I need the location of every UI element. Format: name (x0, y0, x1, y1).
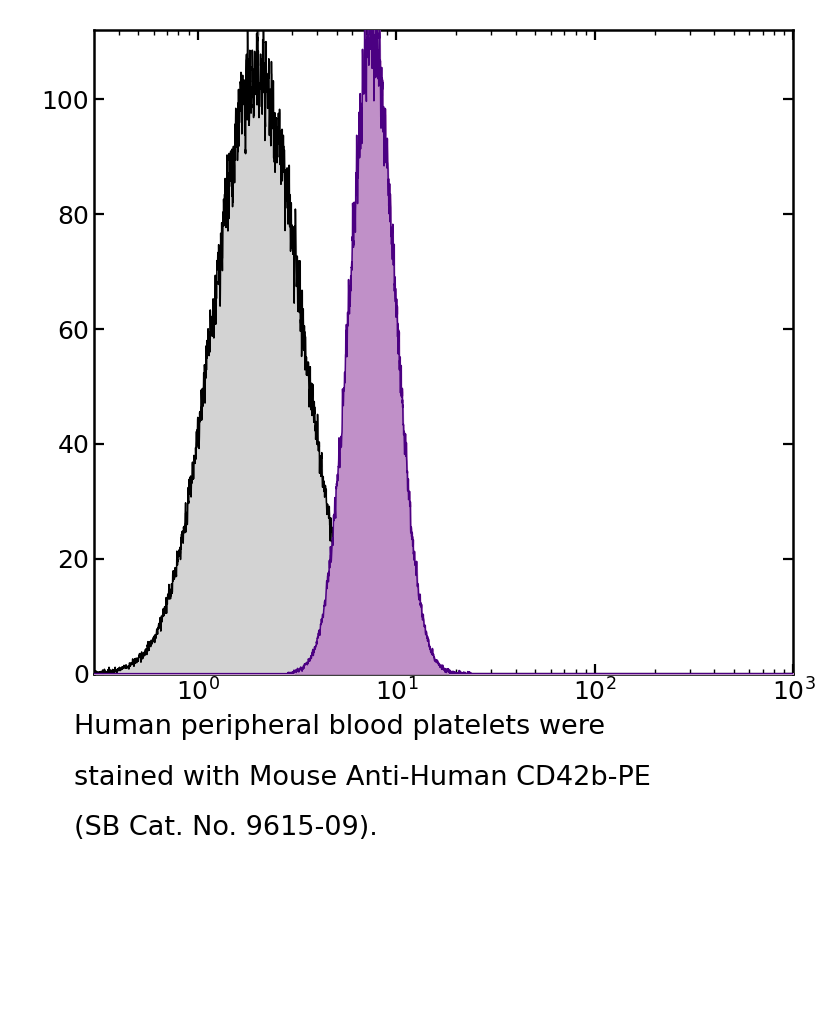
Text: Human peripheral blood platelets were: Human peripheral blood platelets were (74, 714, 605, 741)
Text: stained with Mouse Anti-Human CD42b-PE: stained with Mouse Anti-Human CD42b-PE (74, 765, 650, 791)
Text: (SB Cat. No. 9615-09).: (SB Cat. No. 9615-09). (74, 815, 377, 842)
